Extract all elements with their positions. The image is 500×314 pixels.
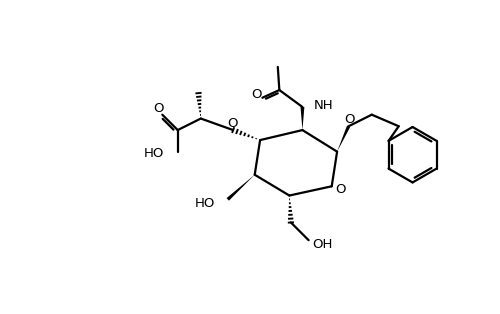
Text: O: O	[251, 88, 262, 101]
Text: O: O	[227, 116, 237, 130]
Text: O: O	[344, 113, 354, 126]
Polygon shape	[226, 175, 254, 201]
Polygon shape	[337, 126, 350, 152]
Text: O: O	[153, 102, 164, 115]
Text: O: O	[335, 183, 345, 196]
Text: HO: HO	[144, 148, 164, 160]
Text: HO: HO	[195, 197, 216, 210]
Text: NH: NH	[314, 99, 334, 112]
Polygon shape	[300, 107, 304, 130]
Text: OH: OH	[312, 237, 333, 251]
